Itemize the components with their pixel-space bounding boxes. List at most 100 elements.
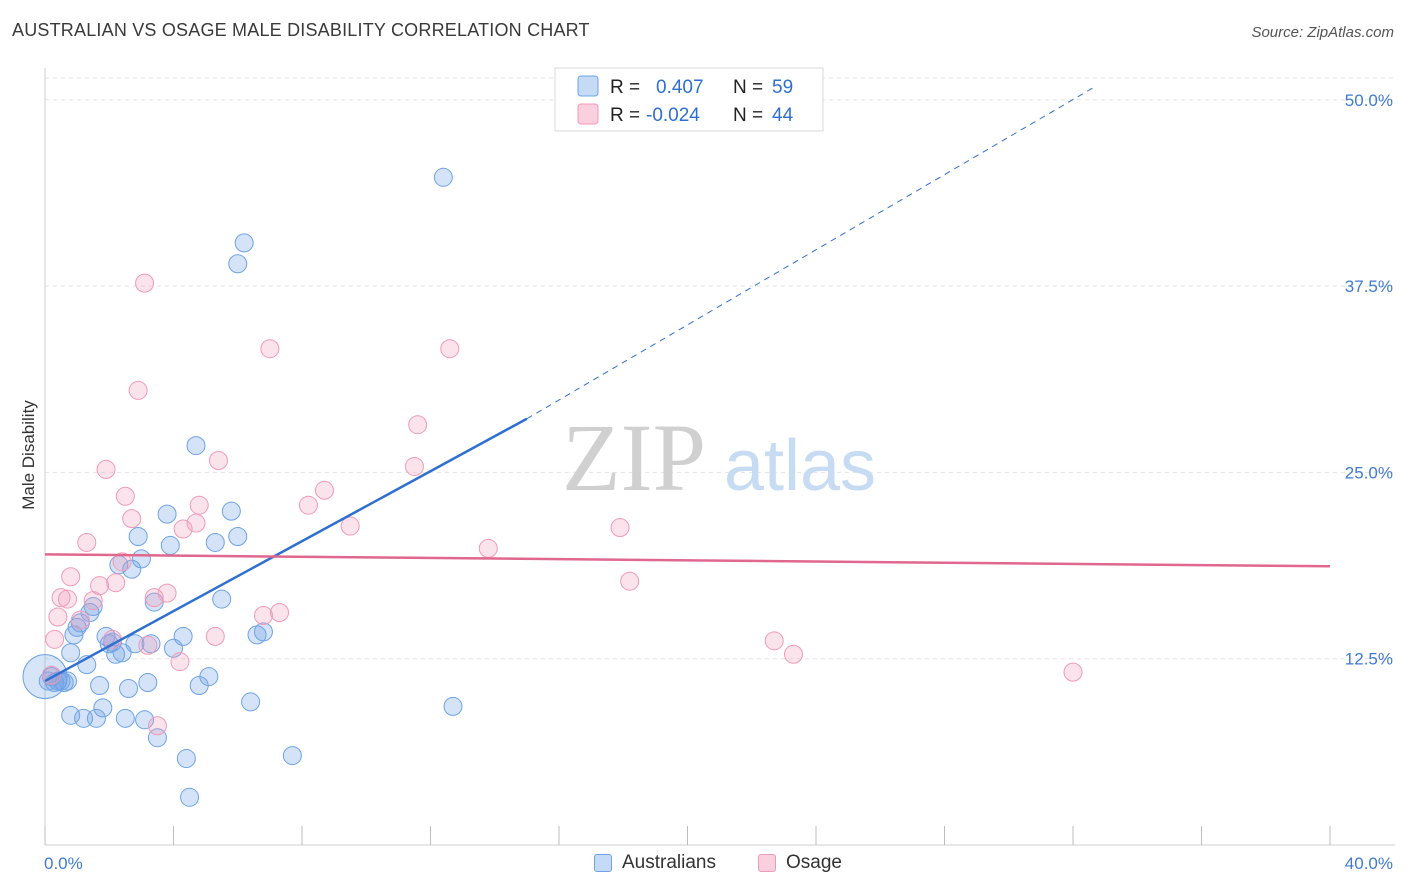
data-point-osage [115,486,135,506]
data-point-australians [93,698,113,718]
data-point-australians [282,746,302,766]
data-point-osage [189,495,209,515]
data-point-osage [135,273,155,293]
data-point-osage [764,631,784,651]
data-point-osage [270,603,290,622]
data-point-australians [141,634,161,654]
y-tick-label: 37.5% [1345,277,1393,296]
series-australians [22,167,463,807]
bottom-legend: Australians Osage [0,852,1406,878]
legend-r-value-2: -0.024 [646,105,700,126]
trend-line-osage [44,553,1331,568]
data-point-australians [186,436,206,456]
data-point-osage [253,605,273,625]
data-point-australians [160,535,180,555]
chart-source: Source: ZipAtlas.com [1251,24,1394,41]
y-tick-label: 25.0% [1345,463,1393,482]
legend-swatch-osage [577,103,599,125]
chart-title: AUSTRALIAN VS OSAGE MALE DISABILITY CORR… [12,20,590,40]
trend-line-australians [44,417,528,683]
data-point-osage [90,576,110,596]
data-point-osage [408,415,428,435]
data-point-australians [212,589,232,609]
data-point-australians [115,708,135,728]
data-point-osage [57,589,77,609]
data-point-australians [234,233,254,253]
legend-label-osage: Osage [786,852,842,873]
data-point-osage [147,716,167,736]
legend-item-osage: Osage [758,852,842,874]
data-point-osage [186,513,206,533]
series-osage [41,273,1083,736]
data-point-osage [784,644,804,664]
data-point-australians [106,644,126,664]
data-point-australians [61,705,81,725]
y-ticks: 12.5% 25.0% 37.5% 50.0% [1345,91,1393,669]
data-point-australians [138,673,158,693]
x-tick-label-end: 40.0% [1345,854,1393,873]
legend-r-value-1: 0.407 [656,77,704,98]
y-tick-label: 50.0% [1345,91,1393,110]
data-point-osage [340,516,360,536]
data-point-australians [122,559,142,579]
data-point-australians [22,654,68,700]
legend-r-label-2: R = [610,105,640,126]
legend-swatch-australians [577,75,599,97]
data-point-australians [433,167,453,187]
data-point-osage [173,519,193,539]
data-point-osage [112,552,132,572]
data-point-osage [48,607,68,627]
legend-n-label-1: N = [733,77,763,98]
data-point-australians [241,692,261,712]
axes [44,68,1395,846]
watermark-zip: ZIP [562,404,706,511]
data-point-osage [144,588,164,608]
data-point-osage [138,635,158,655]
data-point-australians [131,549,151,569]
data-point-osage [45,629,65,649]
data-point-osage [128,380,148,400]
watermark-atlas: atlas [724,426,876,506]
data-point-australians [157,504,177,524]
x-ticks: 0.0% 40.0% [44,854,1393,873]
data-point-osage [478,538,498,558]
data-point-australians [86,708,106,728]
data-point-australians [180,787,200,807]
y-axis-label: Male Disability [19,400,38,510]
legend-swatch [758,854,776,872]
data-point-osage [260,339,280,359]
legend-r-label-1: R = [610,77,640,98]
data-point-australians [80,603,100,622]
legend-n-label-2: N = [733,105,763,126]
data-point-osage [77,532,97,552]
trend-lines [44,85,1331,683]
x-tick-label-start: 0.0% [44,854,83,873]
data-point-osage [314,480,334,500]
data-point-osage [610,518,630,538]
data-point-australians [205,532,225,552]
stats-legend: R = 0.407 N = 59 R = -0.024 N = 44 [554,67,824,132]
data-point-australians [90,676,110,696]
data-point-osage [122,509,142,529]
data-point-australians [135,710,155,730]
data-point-osage [70,610,90,630]
legend-swatch [594,854,612,872]
legend-item-australians: Australians [594,852,716,874]
data-point-osage [205,626,225,646]
legend-n-value-1: 59 [772,77,793,98]
data-point-australians [173,626,193,646]
data-point-osage [96,459,116,479]
trend-line-australians-extension [526,85,1096,420]
y-tick-label: 12.5% [1345,650,1393,669]
data-point-australians [253,622,273,642]
data-point-australians [128,526,148,546]
data-point-australians [199,667,219,687]
data-point-australians [221,501,241,521]
data-point-osage [440,339,460,359]
data-point-osage [1063,662,1083,682]
data-point-australians [176,749,196,769]
watermark: ZIP atlas [562,404,876,511]
data-point-australians [61,643,81,663]
data-point-osage [620,571,640,591]
